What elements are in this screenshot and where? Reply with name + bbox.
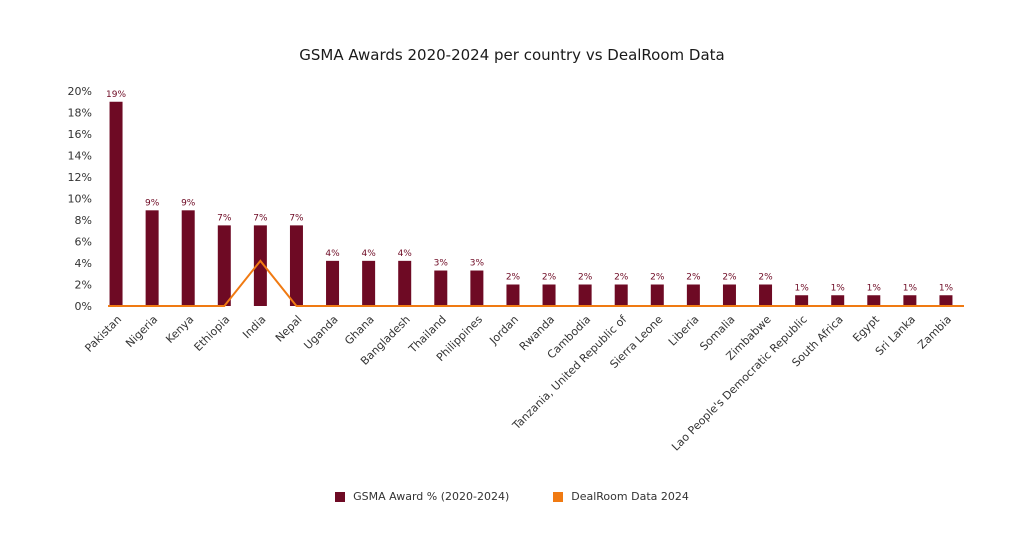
y-tick-label: 8%	[75, 214, 92, 227]
bar-data-label: 1%	[867, 283, 882, 293]
x-tick-label: Sri Lanka	[873, 313, 918, 358]
legend-label-bars: GSMA Award % (2020-2024)	[353, 490, 510, 503]
bar-21	[867, 295, 881, 306]
x-tick-label: India	[240, 313, 268, 341]
bar-20	[831, 295, 845, 306]
x-tick-label: Ghana	[342, 313, 377, 348]
bar-data-label: 1%	[794, 283, 809, 293]
y-tick-label: 18%	[68, 107, 92, 120]
bar-5	[289, 225, 303, 306]
dealroom-line	[116, 259, 946, 307]
bar-19	[795, 295, 809, 306]
bar-data-label: 2%	[650, 273, 665, 283]
bar-data-label: 19%	[106, 90, 126, 100]
bar-18	[759, 284, 773, 306]
bar-data-label: 4%	[361, 249, 376, 259]
y-tick-label: 16%	[68, 128, 92, 141]
x-tick-label: Ethiopia	[192, 313, 233, 354]
bar-6	[326, 260, 340, 306]
bar-data-label: 3%	[470, 259, 485, 269]
bar-17	[722, 284, 736, 306]
bar-4	[253, 225, 267, 306]
bar-data-label: 7%	[217, 213, 232, 223]
bar-23	[939, 295, 953, 306]
x-tick-label: Egypt	[850, 312, 882, 344]
bar-data-label: 2%	[578, 273, 593, 283]
bar-data-label: 9%	[145, 198, 160, 208]
legend-label-line: DealRoom Data 2024	[571, 490, 689, 503]
x-tick-label: Nepal	[273, 313, 305, 345]
bar-data-label: 4%	[325, 249, 340, 259]
chart-legend: GSMA Award % (2020-2024) DealRoom Data 2…	[0, 490, 1024, 503]
y-tick-label: 14%	[68, 150, 92, 163]
bar-data-label: 2%	[614, 273, 629, 283]
legend-swatch-line	[553, 491, 564, 502]
y-tick-label: 10%	[68, 193, 92, 206]
bar-1	[145, 210, 159, 306]
bar-data-label: 7%	[289, 213, 304, 223]
x-tick-label: Uganda	[301, 313, 340, 352]
bar-data-label: 2%	[506, 273, 521, 283]
chart-title: GSMA Awards 2020-2024 per country vs Dea…	[299, 46, 725, 64]
bar-data-label: 2%	[758, 273, 773, 283]
x-tick-label: Jordan	[486, 313, 521, 348]
bar-data-label: 3%	[434, 259, 449, 269]
bar-data-label: 1%	[939, 283, 954, 293]
bar-11	[506, 284, 520, 306]
bar-data-label: 9%	[181, 198, 196, 208]
bar-0	[109, 101, 123, 306]
legend-swatch-bars	[335, 491, 346, 502]
y-tick-label: 4%	[75, 257, 92, 270]
x-tick-label: Liberia	[666, 313, 702, 349]
x-tick-label: Zambia	[915, 313, 954, 352]
bar-data-label: 2%	[722, 273, 737, 283]
bar-9	[434, 270, 448, 306]
bar-data-label: 4%	[398, 249, 413, 259]
x-tick-label: Pakistan	[82, 313, 124, 355]
bar-data-label: 2%	[542, 273, 557, 283]
bar-16	[686, 284, 700, 306]
bar-12	[542, 284, 556, 306]
bar-2	[181, 210, 195, 306]
bar-data-label: 1%	[903, 283, 918, 293]
bar-14	[614, 284, 628, 306]
x-tick-label: Lao People's Democratic Republic	[669, 313, 810, 454]
bar-data-label: 2%	[686, 273, 701, 283]
bar-3	[217, 225, 231, 306]
legend-item-line: DealRoom Data 2024	[553, 490, 689, 503]
y-tick-label: 12%	[68, 171, 92, 184]
bar-15	[650, 284, 664, 306]
y-tick-label: 0%	[75, 300, 92, 313]
y-tick-label: 20%	[68, 85, 92, 98]
bar-22	[903, 295, 917, 306]
x-tick-label: Nigeria	[123, 313, 160, 350]
y-tick-label: 2%	[75, 279, 92, 292]
x-tick-label: Kenya	[163, 313, 196, 346]
bar-13	[578, 284, 592, 306]
bar-data-label: 1%	[831, 283, 846, 293]
bar-data-label: 7%	[253, 213, 268, 223]
bar-10	[470, 270, 484, 306]
legend-item-bars: GSMA Award % (2020-2024)	[335, 490, 509, 503]
bar-7	[362, 260, 376, 306]
bar-8	[398, 260, 412, 306]
y-tick-label: 6%	[75, 236, 92, 249]
